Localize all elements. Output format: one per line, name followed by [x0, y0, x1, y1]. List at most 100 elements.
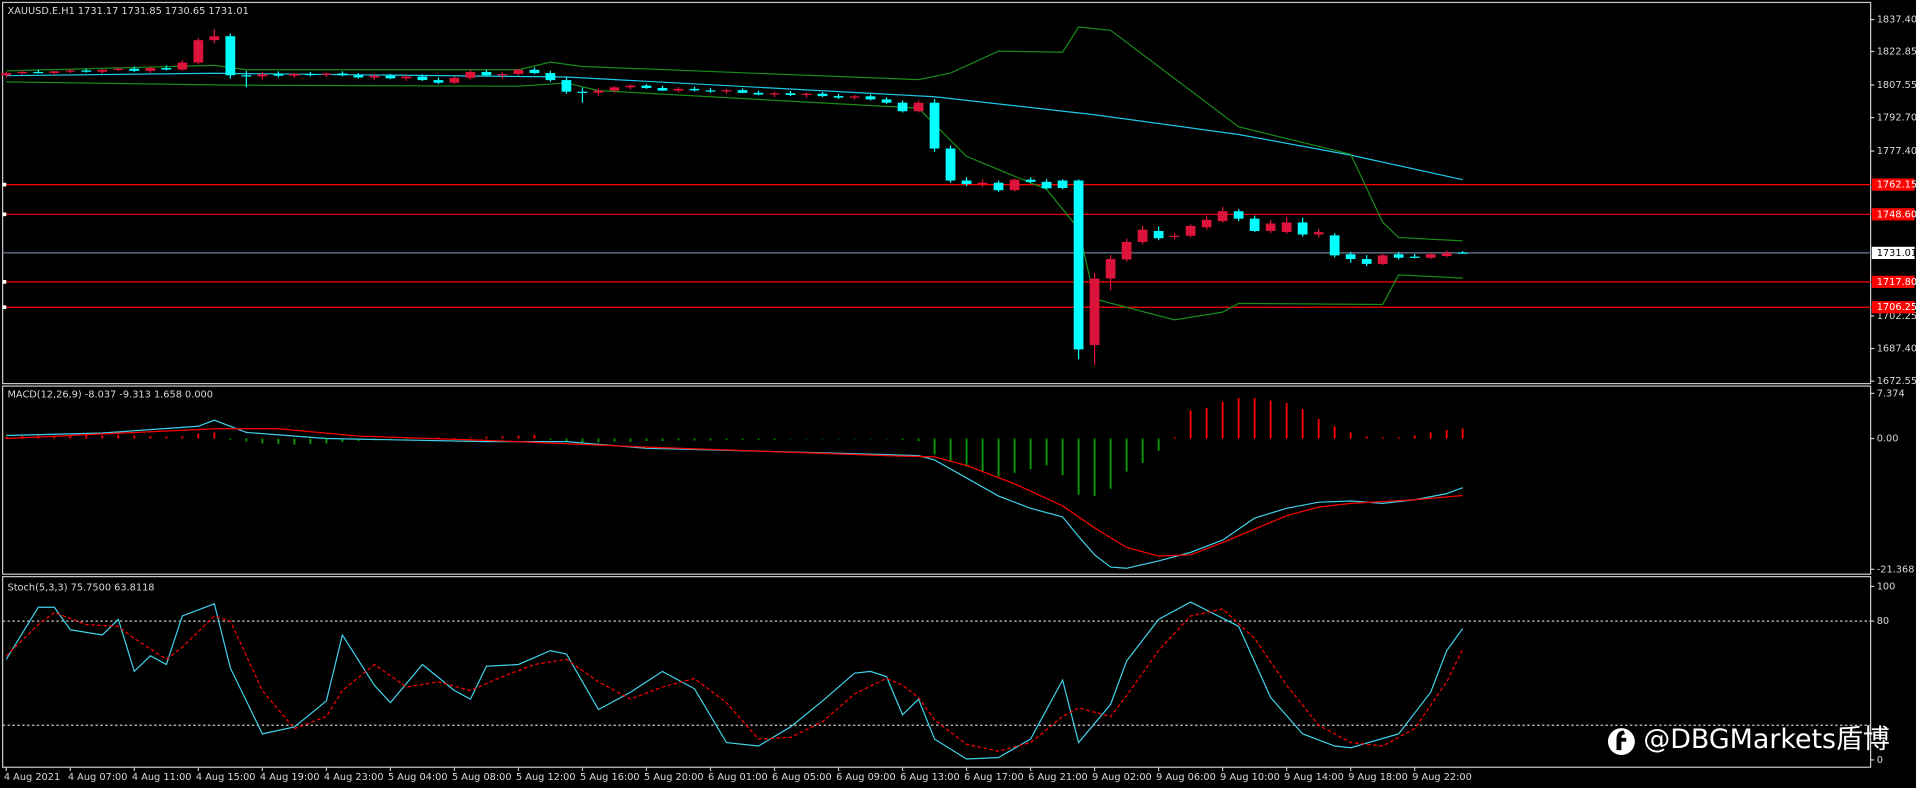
- candle-body: [1121, 241, 1132, 260]
- y-tick-label: 7.374: [1877, 388, 1905, 399]
- candle-body: [497, 73, 508, 76]
- x-tick-label: 6 Aug 21:00: [1028, 772, 1088, 783]
- candle-body: [801, 93, 812, 95]
- candle-body: [945, 148, 956, 181]
- candle-body: [225, 36, 236, 76]
- candle-body: [1313, 232, 1324, 235]
- candle-body: [17, 71, 28, 74]
- candle-body: [785, 93, 796, 95]
- candle-body: [1089, 278, 1100, 346]
- candle-body: [433, 80, 444, 83]
- x-tick-label: 5 Aug 20:00: [644, 772, 704, 783]
- indicator-line: [5, 601, 1464, 760]
- candle-body: [401, 76, 412, 79]
- candle-body: [673, 88, 684, 91]
- indicator-line: [6, 72, 1463, 181]
- x-tick-label: 6 Aug 09:00: [836, 772, 896, 783]
- candle-body: [593, 90, 604, 93]
- candle-body: [977, 182, 988, 185]
- x-tick-label: 4 Aug 2021: [4, 772, 60, 783]
- indicator-line: [6, 428, 1463, 557]
- x-tick-label: 9 Aug 02:00: [1092, 772, 1152, 783]
- x-tick-label: 6 Aug 01:00: [708, 772, 768, 783]
- x-tick-label: 4 Aug 07:00: [68, 772, 128, 783]
- x-tick-label: 5 Aug 16:00: [580, 772, 640, 783]
- candle-body: [337, 73, 348, 76]
- candle-body: [1105, 259, 1116, 279]
- candle-body: [1057, 180, 1068, 188]
- x-tick-label: 9 Aug 14:00: [1284, 772, 1344, 783]
- candle-body: [577, 91, 588, 93]
- x-tick-label: 5 Aug 12:00: [516, 772, 576, 783]
- candle-body: [33, 71, 44, 74]
- level-label-bg: [1871, 208, 1915, 221]
- x-tick-label: 4 Aug 15:00: [196, 772, 256, 783]
- indicator-line: [6, 81, 1463, 321]
- level-label: 1717.80: [1877, 277, 1916, 288]
- candle-body: [1, 73, 12, 76]
- candle-body: [1361, 259, 1372, 264]
- candle-body: [833, 96, 844, 98]
- stoch-title: Stoch(5,3,3) 75.7500 63.8118: [8, 583, 155, 594]
- candle-body: [273, 74, 284, 76]
- y-tick-label: 1702.25: [1877, 311, 1916, 322]
- y-tick-label: 1777.40: [1877, 146, 1916, 157]
- candle-body: [1425, 254, 1436, 258]
- candle-body: [529, 69, 540, 74]
- candle-body: [449, 77, 460, 83]
- candle-body: [305, 73, 316, 76]
- candle-body: [417, 76, 428, 81]
- candle-body: [481, 71, 492, 76]
- y-tick-label: 80: [1877, 616, 1889, 627]
- candle-body: [161, 68, 172, 70]
- macd-title: MACD(12,26,9) -8.037 -9.313 1.658 0.000: [8, 390, 213, 401]
- y-tick-label: 100: [1877, 581, 1896, 592]
- stoch-panel: [2, 576, 1872, 768]
- candle-body: [705, 90, 716, 92]
- macd-panel: [2, 385, 1872, 575]
- candle-body: [881, 99, 892, 103]
- x-tick-label: 9 Aug 18:00: [1348, 772, 1408, 783]
- level-marker: [2, 182, 7, 187]
- level-marker: [2, 305, 7, 310]
- y-tick-label: 1792.70: [1877, 113, 1916, 124]
- y-tick-label: 1837.40: [1877, 15, 1916, 26]
- x-tick-label: 4 Aug 19:00: [260, 772, 320, 783]
- candle-body: [897, 102, 908, 112]
- candle-body: [1457, 252, 1468, 254]
- candle-body: [1393, 254, 1404, 258]
- y-tick-label: 1822.85: [1877, 46, 1916, 57]
- candle-body: [145, 68, 156, 71]
- candle-body: [609, 87, 620, 91]
- candle-body: [97, 69, 108, 72]
- level-marker: [2, 212, 7, 217]
- candle-body: [177, 62, 188, 70]
- candle-body: [1137, 229, 1148, 242]
- candle-body: [65, 70, 76, 72]
- level-label: 1762.15: [1877, 180, 1916, 191]
- candle-body: [865, 96, 876, 100]
- level-label: 1748.60: [1877, 209, 1916, 220]
- candle-body: [257, 74, 268, 77]
- candle-body: [1441, 252, 1452, 256]
- candle-body: [1345, 254, 1356, 260]
- candle-body: [241, 75, 252, 77]
- candle-body: [961, 180, 972, 185]
- candle-body: [513, 69, 524, 74]
- x-tick-label: 4 Aug 11:00: [132, 772, 192, 783]
- indicator-line: [6, 419, 1463, 569]
- candle-body: [129, 68, 140, 71]
- candle-body: [1153, 230, 1164, 239]
- x-tick-label: 4 Aug 23:00: [324, 772, 384, 783]
- candle-body: [721, 90, 732, 92]
- candle-body: [369, 75, 380, 78]
- candle-body: [1041, 181, 1052, 189]
- watermark: @DBGMarkets盾博: [1643, 724, 1889, 755]
- level-label-bg: [1871, 301, 1915, 314]
- price-title: XAUUSD.E.H1 1731.17 1731.85 1730.65 1731…: [8, 6, 249, 17]
- candle-body: [817, 93, 828, 97]
- candle-body: [81, 70, 92, 72]
